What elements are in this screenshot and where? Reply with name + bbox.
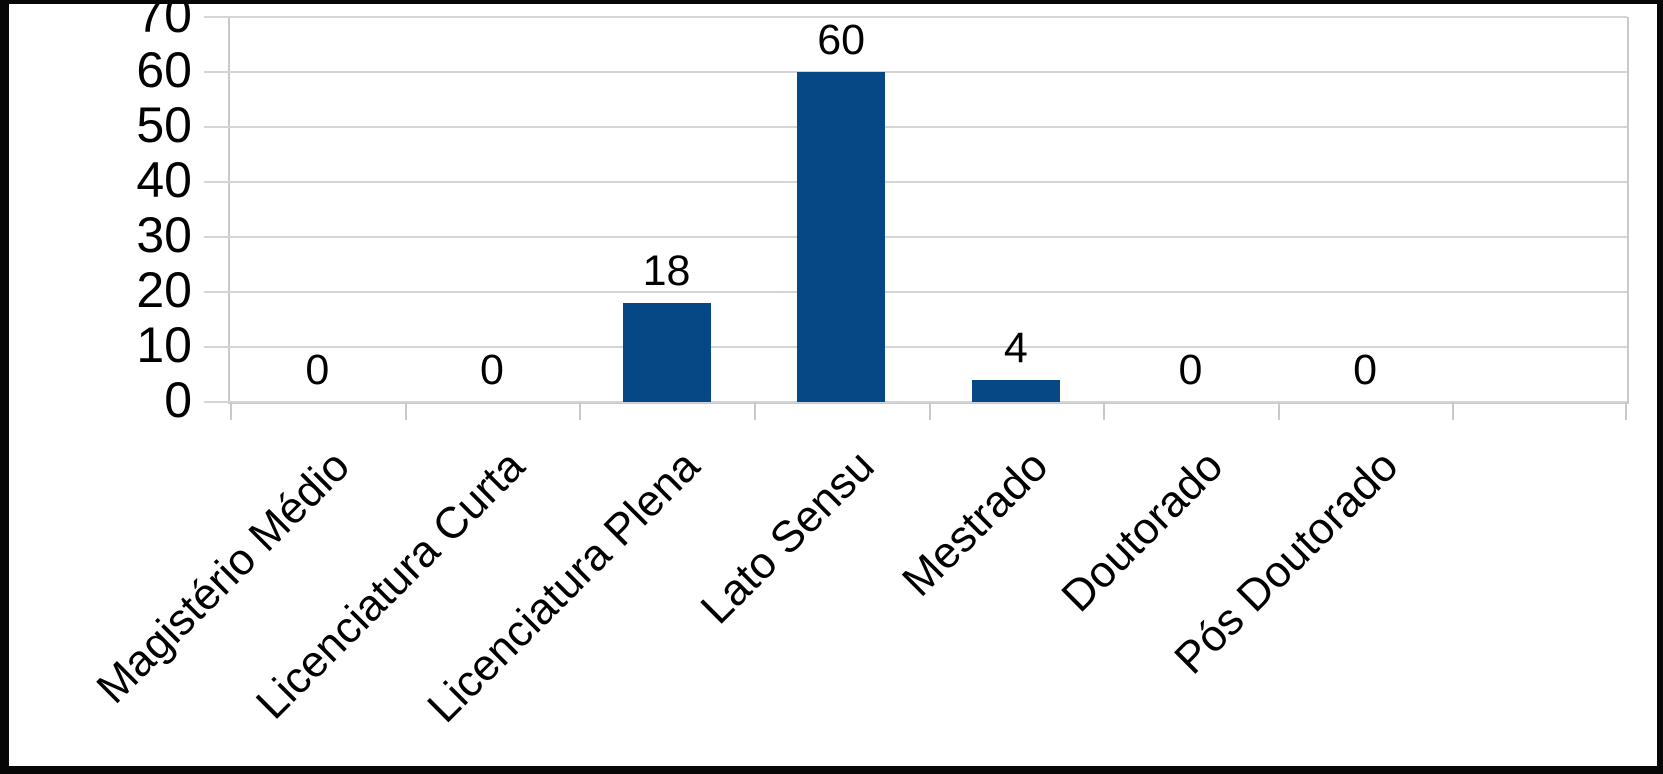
y-axis-tick-label: 10 bbox=[136, 317, 192, 373]
y-axis-tick-label: 70 bbox=[136, 0, 192, 43]
x-axis-tick bbox=[404, 402, 407, 420]
bar bbox=[622, 303, 711, 402]
y-axis-tick-label: 20 bbox=[136, 262, 192, 318]
bar bbox=[797, 72, 886, 402]
x-axis-tick bbox=[928, 402, 931, 420]
y-gridline bbox=[204, 401, 1627, 403]
category-label: Mestrado bbox=[893, 441, 1058, 606]
y-gridline bbox=[204, 346, 1627, 348]
x-axis-tick bbox=[1625, 402, 1627, 420]
y-gridline bbox=[204, 126, 1627, 128]
bar-value-label: 0 bbox=[305, 346, 330, 394]
x-axis-tick bbox=[1452, 402, 1455, 420]
x-axis-tick bbox=[579, 402, 582, 420]
y-gridline bbox=[204, 291, 1627, 293]
bar-value-label: 60 bbox=[817, 16, 866, 64]
y-gridline bbox=[204, 16, 1627, 18]
y-axis-tick-label: 0 bbox=[164, 372, 192, 428]
y-gridline bbox=[204, 71, 1627, 73]
bar-value-label: 0 bbox=[1178, 346, 1203, 394]
bar-value-label: 4 bbox=[1003, 324, 1028, 372]
y-gridline bbox=[204, 181, 1627, 183]
y-axis-tick-label: 60 bbox=[136, 42, 192, 98]
category-label: Doutorado bbox=[1052, 441, 1233, 622]
y-axis-tick-label: 30 bbox=[136, 207, 192, 263]
y-gridline bbox=[204, 236, 1627, 238]
x-axis-tick bbox=[1103, 402, 1106, 420]
bar bbox=[971, 380, 1060, 402]
bar-value-label: 0 bbox=[1353, 346, 1378, 394]
y-axis-tick-label: 40 bbox=[136, 152, 192, 208]
bar-value-label: 0 bbox=[479, 346, 504, 394]
y-axis-tick-label: 50 bbox=[136, 97, 192, 153]
x-axis-tick bbox=[230, 402, 232, 420]
x-axis-tick bbox=[1277, 402, 1280, 420]
category-label: Lato Sensu bbox=[691, 441, 884, 634]
plot-area: 0 10 20 30 40 50 60 70 0 Magistério Médio 0 Licenci… bbox=[88, 4, 1629, 732]
bar-value-label: 18 bbox=[642, 247, 691, 295]
x-axis-tick bbox=[753, 402, 756, 420]
